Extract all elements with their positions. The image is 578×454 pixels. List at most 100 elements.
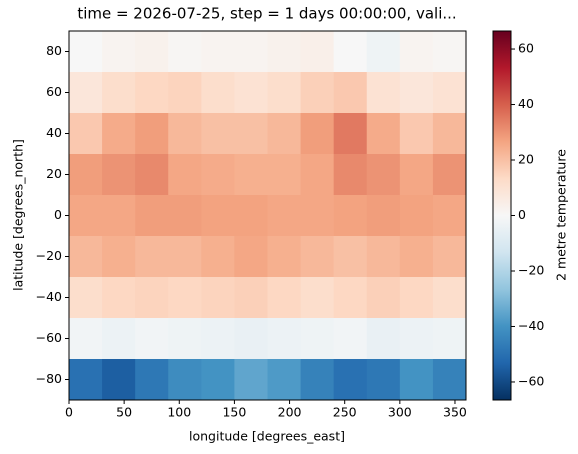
colorbar-tick-label: −40 [518,318,544,333]
heatmap-cell [135,154,169,196]
heatmap-cell [201,318,235,360]
heatmap-cell [168,236,202,278]
colorbar-tick-label: 60 [518,41,534,56]
chart-title: time = 2026-07-25, step = 1 days 00:00:0… [77,5,456,23]
heatmap-cell [399,31,434,73]
heatmap-cell [201,195,235,237]
x-tick-label: 200 [278,405,302,420]
heatmap-cell [300,72,335,114]
heatmap-cell [168,154,202,196]
heatmap-cell [102,113,136,155]
y-tick-label: −60 [36,330,62,345]
x-tick-label: 300 [388,405,412,420]
heatmap-cell [234,113,268,155]
colorbar-tick-label: 20 [518,152,534,167]
heatmap-cell [69,318,103,360]
heatmap-cell [432,31,467,73]
heatmap-cell [333,113,368,155]
heatmap-cell [168,195,202,237]
heatmap-cell [399,359,434,401]
heatmap-cell [234,154,268,196]
heatmap-cell [267,113,302,155]
heatmap-cell [234,72,268,114]
heatmap-cell [399,72,434,114]
x-axis-label: longitude [degrees_east] [189,429,345,444]
heatmap-cell [267,154,302,196]
heatmap-cell [69,236,103,278]
heatmap-cell [267,277,302,319]
x-tick-label: 0 [65,405,73,420]
heatmap-cell [366,359,401,401]
heatmap-cell [102,359,136,401]
heatmap-cell [432,277,467,319]
heatmap-cell [135,195,169,237]
heatmap-cell [333,236,368,278]
heatmap-cell [135,72,169,114]
heatmap-cell [102,318,136,360]
heatmap-cell [432,113,467,155]
heatmap-cell [102,31,136,73]
heatmap-cell [201,113,235,155]
colorbar-tick-label: −20 [518,262,544,277]
heatmap-cell [102,72,136,114]
heatmap-cell [234,31,268,73]
heatmap-cell [69,31,103,73]
colorbar-tick-label: −60 [518,373,544,388]
heatmap-cell [69,195,103,237]
heatmap-cell [267,359,302,401]
heatmap-cell [135,277,169,319]
y-axis-label: latitude [degrees_north] [11,139,26,291]
heatmap-cell [168,72,202,114]
heatmap-cell [399,318,434,360]
heatmap-cell [432,318,467,360]
heatmap-cell [399,195,434,237]
x-tick-label: 50 [116,405,132,420]
heatmap-cell [234,318,268,360]
heatmap-cell [135,31,169,73]
heatmap-cell [135,113,169,155]
heatmap-cell [168,359,202,401]
heatmap-cell [234,277,268,319]
heatmap-cell [300,277,335,319]
heatmap-cell [69,72,103,114]
heatmap-cell [135,236,169,278]
colorbar-label: 2 metre temperature [554,149,569,281]
heatmap-cell [234,195,268,237]
heatmap-cell [333,195,368,237]
heatmap-cell [300,236,335,278]
heatmap-cell [366,195,401,237]
heatmap-cell [399,236,434,278]
colorbar-tick-label: 0 [518,207,526,222]
x-tick-label: 250 [333,405,357,420]
heatmap-cell [333,277,368,319]
heatmap-cell [234,236,268,278]
heatmap-cell [102,236,136,278]
heatmap-cell [432,72,467,114]
colorbar [492,30,512,401]
heatmap-cell [135,359,169,401]
heatmap-cell [432,359,467,401]
heatmap-cell [201,359,235,401]
heatmap-cell [300,195,335,237]
heatmap-cell [102,277,136,319]
heatmap-cell [69,359,103,401]
y-tick-label: −80 [36,371,62,386]
y-tick-label: 60 [46,84,62,99]
heatmap-cell [168,31,202,73]
heatmap-cell [267,318,302,360]
heatmap-cell [366,31,401,73]
heatmap-cell [432,195,467,237]
x-tick-label: 150 [222,405,246,420]
heatmap-cell [300,154,335,196]
heatmap-cell [69,277,103,319]
colorbar-tick-label: 40 [518,96,534,111]
heatmap-cell [300,113,335,155]
y-tick-label: 0 [54,207,62,222]
heatmap-cell [333,72,368,114]
y-tick-label: 80 [46,43,62,58]
heatmap-cell [168,113,202,155]
heatmap-cell [69,113,103,155]
y-tick-label: −20 [36,248,62,263]
heatmap-cell [300,31,335,73]
